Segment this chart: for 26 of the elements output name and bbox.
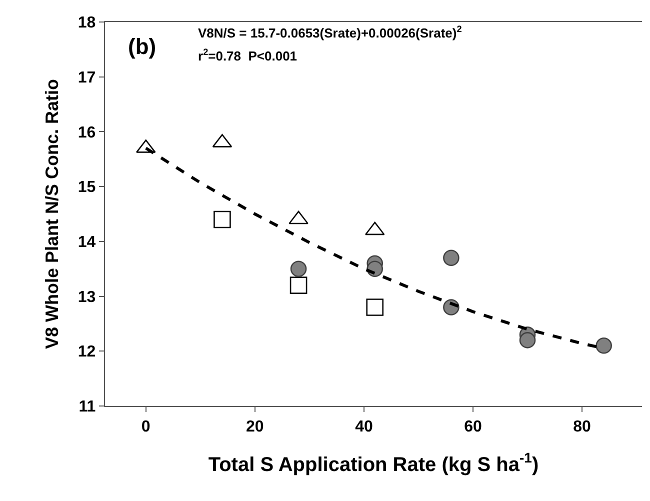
y-tick-label: 11 xyxy=(78,398,96,416)
annotation: (b) xyxy=(128,34,156,59)
y-tick-label: 13 xyxy=(78,288,96,306)
y-tick-label: 18 xyxy=(78,14,96,32)
y-tick-label: 16 xyxy=(78,124,96,142)
point xyxy=(214,210,231,228)
x-tick-label: 80 xyxy=(573,418,592,436)
point xyxy=(443,250,460,266)
point xyxy=(290,260,307,278)
y-tick-label: 12 xyxy=(78,344,96,361)
x-tick-label: 40 xyxy=(355,418,373,436)
x-tick-label: 20 xyxy=(246,418,264,436)
annotation: r$^{2}$=0.78 P<0.001 xyxy=(198,47,298,64)
point xyxy=(596,338,612,354)
x-axis-title: Total S Application Rate (kg S ha$^{-1}$) xyxy=(208,449,539,476)
y-tick-label: 14 xyxy=(78,234,96,252)
annotation: V8N/S = 15.7-0.0653(Srate)+0.00026(Srate)$^{2}$ xyxy=(198,24,462,40)
x-tick-label: 60 xyxy=(464,418,482,436)
y-axis-title: V8 Whole Plant N/S Conc. Ratio xyxy=(42,78,62,350)
y-tick-label: 17 xyxy=(78,69,96,86)
point xyxy=(366,298,384,316)
point xyxy=(288,210,308,224)
point xyxy=(519,332,536,348)
y-tick-label: 15 xyxy=(78,179,96,196)
point xyxy=(290,276,308,294)
x-tick-label: 0 xyxy=(141,418,150,436)
